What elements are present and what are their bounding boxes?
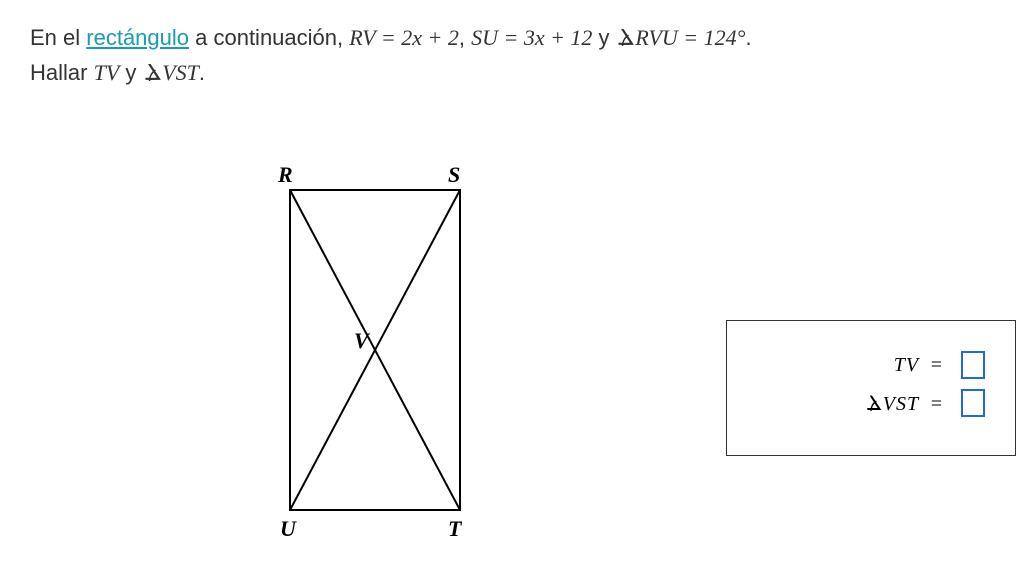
expr2-lhs: SU [471, 25, 498, 50]
line2-var1: TV [94, 60, 120, 85]
tv-eq: = [931, 354, 943, 376]
angle-icon-2: ∡ [143, 55, 163, 90]
expr3-rhs: 124° [704, 25, 746, 50]
answer-row-vst: ∡VST = [757, 389, 985, 417]
label-r: R [278, 162, 293, 188]
line2-var2: VST [162, 60, 199, 85]
rectangle-diagram-svg [280, 170, 480, 540]
label-u: U [280, 516, 296, 542]
rectangle-link[interactable]: rectángulo [86, 25, 189, 50]
eq2: = [498, 25, 524, 50]
diagram: R S U T V [280, 170, 480, 545]
label-t: T [448, 516, 461, 542]
label-s: S [448, 162, 460, 188]
label-v: V [354, 328, 369, 354]
answer-row-tv: TV = [757, 351, 985, 379]
expr1-lhs: RV [349, 25, 375, 50]
answer-label-tv: TV = [894, 354, 943, 377]
sep1: , [459, 25, 471, 50]
answer-box: TV = ∡VST = [726, 320, 1016, 456]
period: . [745, 25, 751, 50]
tv-text: TV [894, 354, 919, 376]
tv-input[interactable] [961, 351, 985, 379]
vst-text: VST [883, 393, 919, 415]
expr3-lhs: RVU [635, 25, 677, 50]
angle-icon-3: ∡ [864, 391, 883, 416]
line2-and: y [119, 60, 142, 85]
expr1-rhs: 2x + 2 [401, 25, 459, 50]
line2-period: . [199, 60, 205, 85]
angle-icon-1: ∡ [616, 20, 636, 55]
eq3: = [678, 25, 704, 50]
sep2: y [592, 25, 615, 50]
vst-eq: = [931, 393, 943, 415]
vst-input[interactable] [961, 389, 985, 417]
text-prefix: En el [30, 25, 86, 50]
problem-statement: En el rectángulo a continuación, RV = 2x… [30, 20, 1006, 90]
text-after-link: a continuación, [189, 25, 349, 50]
expr2-rhs: 3x + 12 [524, 25, 593, 50]
eq1: = [375, 25, 401, 50]
line2-prefix: Hallar [30, 60, 94, 85]
answer-label-vst: ∡VST = [864, 391, 943, 416]
